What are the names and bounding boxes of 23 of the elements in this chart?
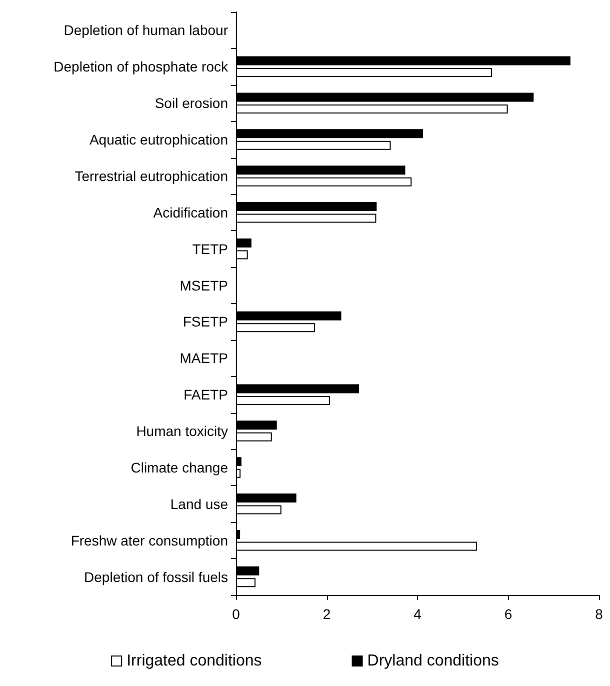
y-tick-label: MAETP <box>180 350 228 366</box>
y-tick-label: Depletion of fossil fuels <box>84 568 228 585</box>
y-tick-label: Depletion of phosphate rock <box>54 58 229 75</box>
y-tick-label: Aquatic eutrophication <box>89 132 228 148</box>
y-tick-label: MSETP <box>180 277 228 294</box>
y-tick-label: FSETP <box>182 314 228 330</box>
y-tick-label: TETP <box>192 240 228 257</box>
y-tick-label: Depletion of human labour <box>64 22 228 38</box>
y-tick-label: Land use <box>170 496 228 512</box>
x-tick-label: 2 <box>322 606 331 622</box>
y-tick-label: Climate change <box>130 459 228 476</box>
x-tick-label: 4 <box>414 606 422 622</box>
y-tick-label: Human toxicity <box>136 423 228 440</box>
legend-label: Dryland conditions <box>367 652 499 670</box>
y-tick-label: Terrestrial eutrophication <box>74 168 228 184</box>
x-tick-label: 8 <box>595 606 604 622</box>
legend-label: Irrigated conditions <box>126 652 262 670</box>
x-tick-label: 6 <box>504 606 512 622</box>
y-tick-label: Freshw ater consumption <box>70 532 228 548</box>
y-tick-label: FAETP <box>184 386 228 403</box>
y-tick-label: Acidification <box>153 204 228 220</box>
x-tick-label: 0 <box>232 606 240 622</box>
y-tick-label: Soil erosion <box>154 95 228 112</box>
